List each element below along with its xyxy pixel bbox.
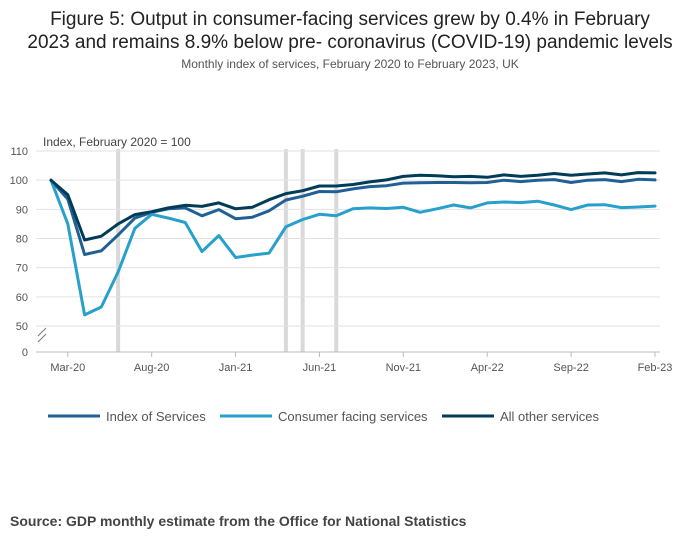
shaded-period-Jun-20 [116,149,121,352]
x-tick-label: Feb-23 [638,362,673,374]
y-axis-label: Index, February 2020 = 100 [43,135,191,149]
series-line-consumer-facing-services [49,178,657,317]
y-tick-label: 0 [22,347,28,359]
y-tick-label: 90 [16,204,28,216]
x-tick-label: Mar-20 [50,362,85,374]
chart-subtitle: Monthly index of services, February 2020… [181,57,519,71]
shaded-period-May-21 [300,149,305,352]
line-chart: 0 50 60 70 80 90 100 110 Mar-20 Aug-20 Jan-21 Jun-… [10,135,673,424]
x-axis: Mar-20 Aug-20 Jan-21 Jun-21 Nov-21 Apr-22 Sep-… [36,327,673,374]
x-tick-label: Aug-20 [134,362,169,374]
source-note: Source: GDP monthly estimate from the Of… [10,513,467,529]
x-tick-label: Jun-21 [303,362,337,374]
axis-break-mark [37,327,47,337]
y-tick-label: 60 [16,292,28,304]
series-lines [49,171,657,317]
shaded-period-Jul-21 [334,149,339,352]
x-tick-label: Sep-22 [553,362,588,374]
legend-label: Consumer facing services [278,409,428,424]
y-tick-label: 110 [10,146,28,158]
shaded-periods [116,149,339,352]
y-tick-label: 80 [16,234,28,246]
y-axis-ticks: 0 50 60 70 80 90 100 110 [10,146,28,359]
x-tick-label: Jan-21 [219,362,253,374]
chart-title: Figure 5: Output in consumer-facing serv… [0,8,700,54]
legend-label: All other services [500,409,599,424]
chart-title-line-2: 2023 and remains 8.9% below pre- coronav… [27,32,673,53]
x-tick-label: Nov-21 [386,362,421,374]
y-tick-label: 100 [10,175,28,187]
shaded-period-Apr-21 [283,149,288,352]
chart-title-line-1: Figure 5: Output in consumer-facing serv… [50,9,650,30]
y-tick-label: 70 [16,263,28,275]
series-line-all-other-services [49,171,657,242]
legend: Index of Services Consumer facing service… [48,409,599,424]
y-tick-label: 50 [16,321,28,333]
axis-break-mark [37,333,47,343]
legend-label: Index of Services [106,409,206,424]
x-tick-label: Apr-22 [471,362,504,374]
gridlines [36,150,660,327]
series-line-index-of-services [49,177,657,256]
